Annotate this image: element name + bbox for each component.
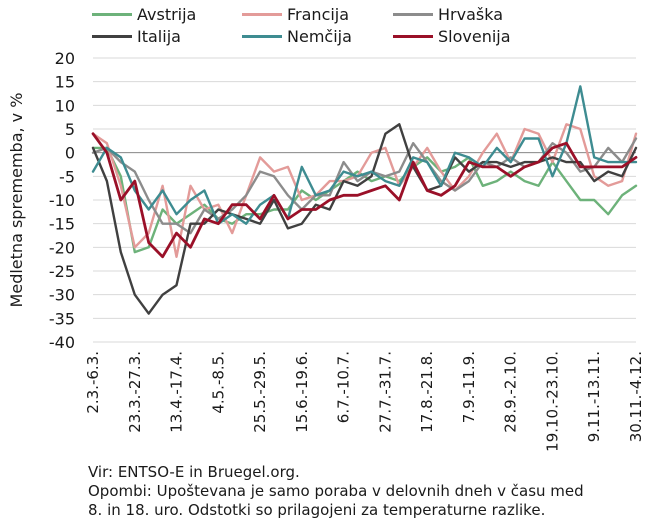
series-line-francija bbox=[91, 123, 638, 258]
legend-swatch bbox=[92, 12, 132, 16]
series-line-slovenija bbox=[91, 132, 638, 259]
x-tick-label: 9.11.-13.11. bbox=[585, 351, 603, 442]
x-tick-labels: 2.3.-6.3. 23.3.-27.3. 13.4.-17.4. 4.5.-8.5.… bbox=[84, 351, 645, 452]
line-chart: 20 15 10 5 0 -5 -10 -15 -20 -25 -30 -35 -40 2.3.-6.3… bbox=[7, 49, 645, 452]
legend-swatch bbox=[393, 34, 433, 38]
x-tick-label: 7.9.-11.9. bbox=[460, 351, 478, 423]
y-tick-label: -40 bbox=[49, 333, 75, 352]
x-tick-label: 15.6.-19.6. bbox=[293, 351, 311, 433]
y-gridlines bbox=[93, 57, 636, 343]
y-tick-label: 0 bbox=[65, 144, 75, 163]
y-tick-label: 10 bbox=[55, 96, 75, 115]
y-tick-label: 5 bbox=[65, 120, 75, 139]
chart-notes: Vir: ENTSO-E in Bruegel.org. Opombi: Upo… bbox=[88, 463, 643, 520]
legend-swatch bbox=[393, 12, 433, 16]
source-note: Vir: ENTSO-E in Bruegel.org. bbox=[88, 463, 300, 481]
series-lines bbox=[91, 85, 638, 315]
x-tick-label: 30.11.-4.12. bbox=[627, 351, 645, 442]
x-tick-label: 17.8.-21.8. bbox=[418, 351, 436, 433]
legend-label: Avstrija bbox=[137, 4, 197, 24]
y-tick-label: 20 bbox=[55, 49, 75, 68]
x-tick-label: 27.7.-31.7. bbox=[376, 351, 394, 433]
y-tick-label: -15 bbox=[49, 215, 75, 234]
legend-item-francija: Francija bbox=[242, 4, 350, 24]
x-tick-label: 13.4.-17.4. bbox=[168, 351, 186, 433]
x-tick-label: 4.5.-8.5. bbox=[209, 351, 227, 414]
y-tick-label: -10 bbox=[49, 191, 75, 210]
x-tick-label: 6.7.-10.7. bbox=[335, 351, 353, 423]
legend-swatch bbox=[92, 34, 132, 38]
y-axis-title: Medletna sprememba, v % bbox=[7, 93, 26, 308]
legend-label: Nemčija bbox=[287, 26, 352, 46]
x-tick-label: 19.10.-23.10. bbox=[543, 351, 561, 452]
legend-item-italija: Italija bbox=[92, 26, 181, 46]
legend-label: Italija bbox=[137, 26, 181, 46]
legend-swatch bbox=[242, 12, 282, 16]
notes-line-2: 8. in 18. uro. Odstotki so prilagojeni z… bbox=[88, 501, 546, 519]
legend-item-slovenija: Slovenija bbox=[393, 26, 511, 46]
legend-label: Slovenija bbox=[438, 26, 511, 46]
y-tick-label: 15 bbox=[55, 73, 75, 92]
x-tick-label: 28.9.-2.10. bbox=[502, 351, 520, 433]
series-line-hrvaška bbox=[91, 137, 638, 235]
legend-swatch bbox=[242, 34, 282, 38]
legend-label: Francija bbox=[287, 4, 350, 24]
y-tick-label: -35 bbox=[49, 309, 75, 328]
notes-line-1: Opombi: Upoštevana je samo poraba v delo… bbox=[88, 482, 584, 500]
legend-label: Hrvaška bbox=[438, 4, 504, 24]
y-tick-label: -20 bbox=[49, 238, 75, 257]
legend-item-hrvaška: Hrvaška bbox=[393, 4, 504, 24]
y-tick-labels: 20 15 10 5 0 -5 -10 -15 -20 -25 -30 -35 -40 bbox=[49, 49, 75, 352]
x-tick-label: 23.3.-27.3. bbox=[126, 351, 144, 433]
y-tick-label: -5 bbox=[59, 167, 75, 186]
y-tick-label: -30 bbox=[49, 286, 75, 305]
series-line-nemčija bbox=[91, 85, 638, 225]
legend-item-nemčija: Nemčija bbox=[242, 26, 352, 46]
x-tick-label: 2.3.-6.3. bbox=[84, 351, 102, 414]
x-tick-label: 25.5.-29.5. bbox=[251, 351, 269, 433]
legend-item-avstrija: Avstrija bbox=[92, 4, 197, 24]
y-tick-label: -25 bbox=[49, 262, 75, 281]
